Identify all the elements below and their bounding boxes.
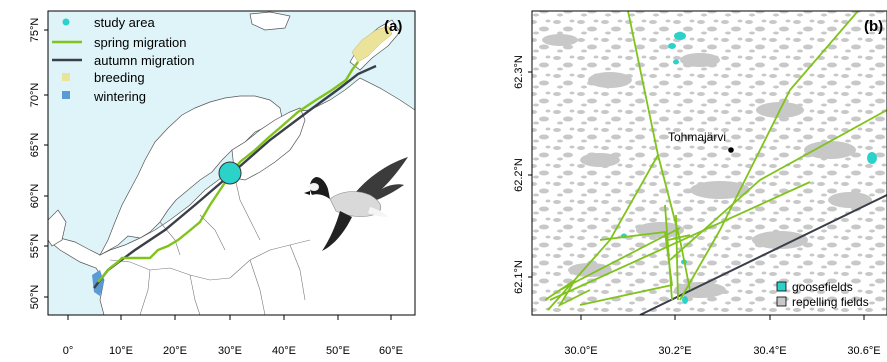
panel-b-label: (b): [864, 18, 883, 35]
panel-a-y-axis: 50°N 55°N 60°N 65°N 70°N 75°N: [29, 18, 48, 310]
panel-b-frame: [531, 10, 887, 316]
x-tick-label: 50°E: [326, 345, 350, 357]
panel-a-legend: study area spring migration autumn migra…: [52, 15, 194, 104]
legend-study-area-symbol: [62, 18, 70, 26]
legend-wintering-symbol: [62, 91, 70, 99]
panel-a-x-axis: 0° 10°E 20°E 30°E 40°E 50°E 60°E: [63, 315, 403, 357]
panel-b-x-axis: 30.0°E 30.2°E 30.4°E 30.6°E: [564, 315, 881, 357]
y-tick-label: 60°N: [29, 184, 41, 209]
legend-autumn-label: autumn migration: [94, 53, 194, 68]
breeding-area: [351, 25, 393, 63]
y-tick-label: 62.3°N: [513, 55, 525, 89]
study-area-marker: [218, 161, 242, 185]
spring-tracks: [544, 11, 887, 311]
x-tick-label: 30.6°E: [847, 345, 880, 357]
panel-a-label: (a): [384, 18, 402, 35]
town-marker: [728, 147, 734, 153]
x-tick-label: 0°: [63, 345, 74, 357]
field-clusters: [542, 34, 872, 298]
y-tick-label: 70°N: [29, 83, 41, 108]
spring-migration-route: [97, 61, 359, 283]
x-tick-label: 30.2°E: [658, 345, 691, 357]
x-tick-label: 30.4°E: [753, 345, 786, 357]
panel-b-legend: goosefields repelling fields: [776, 280, 869, 309]
goosefields: [621, 32, 877, 304]
legend-spring-label: spring migration: [94, 35, 187, 50]
panel-b-map: Tohmajärvi 62.1°N 62.2°N 62.3°N 30.0°E 3…: [513, 10, 887, 357]
y-tick-label: 62.1°N: [513, 260, 525, 294]
legend-study-area-label: study area: [94, 15, 155, 30]
x-tick-label: 10°E: [109, 345, 133, 357]
x-tick-label: 40°E: [272, 345, 296, 357]
scandinavia-land: [99, 95, 283, 256]
barnacle-goose-illustration: [304, 157, 408, 251]
x-tick-label: 30.0°E: [564, 345, 597, 357]
x-tick-label: 60°E: [379, 345, 403, 357]
y-tick-label: 65°N: [29, 133, 41, 158]
legend-wintering-label: wintering: [93, 89, 146, 104]
legend-repelling-label: repelling fields: [792, 295, 869, 309]
country-borders: [109, 177, 311, 315]
legend-goosefields-label: goosefields: [792, 280, 853, 294]
y-tick-label: 55°N: [29, 234, 41, 259]
y-tick-label: 75°N: [29, 18, 41, 43]
x-tick-label: 20°E: [163, 345, 187, 357]
legend-breeding-symbol: [62, 73, 70, 81]
y-tick-label: 62.2°N: [513, 158, 525, 192]
panel-b-y-axis: 62.1°N 62.2°N 62.3°N: [513, 55, 532, 294]
autumn-track: [639, 194, 887, 315]
svalbard-land: [249, 11, 291, 31]
legend-breeding-label: breeding: [94, 70, 145, 85]
town-label: Tohmajärvi: [668, 130, 726, 144]
panel-a-map: 50°N 55°N 60°N 65°N 70°N 75°N 0° 10°E 20…: [29, 10, 416, 357]
panel-a-frame: [47, 10, 416, 316]
y-tick-label: 50°N: [29, 285, 41, 310]
britain-land: [48, 209, 67, 247]
legend-goosefields-symbol: [776, 281, 787, 292]
legend-repelling-symbol: [776, 296, 787, 307]
x-tick-label: 30°E: [218, 345, 242, 357]
